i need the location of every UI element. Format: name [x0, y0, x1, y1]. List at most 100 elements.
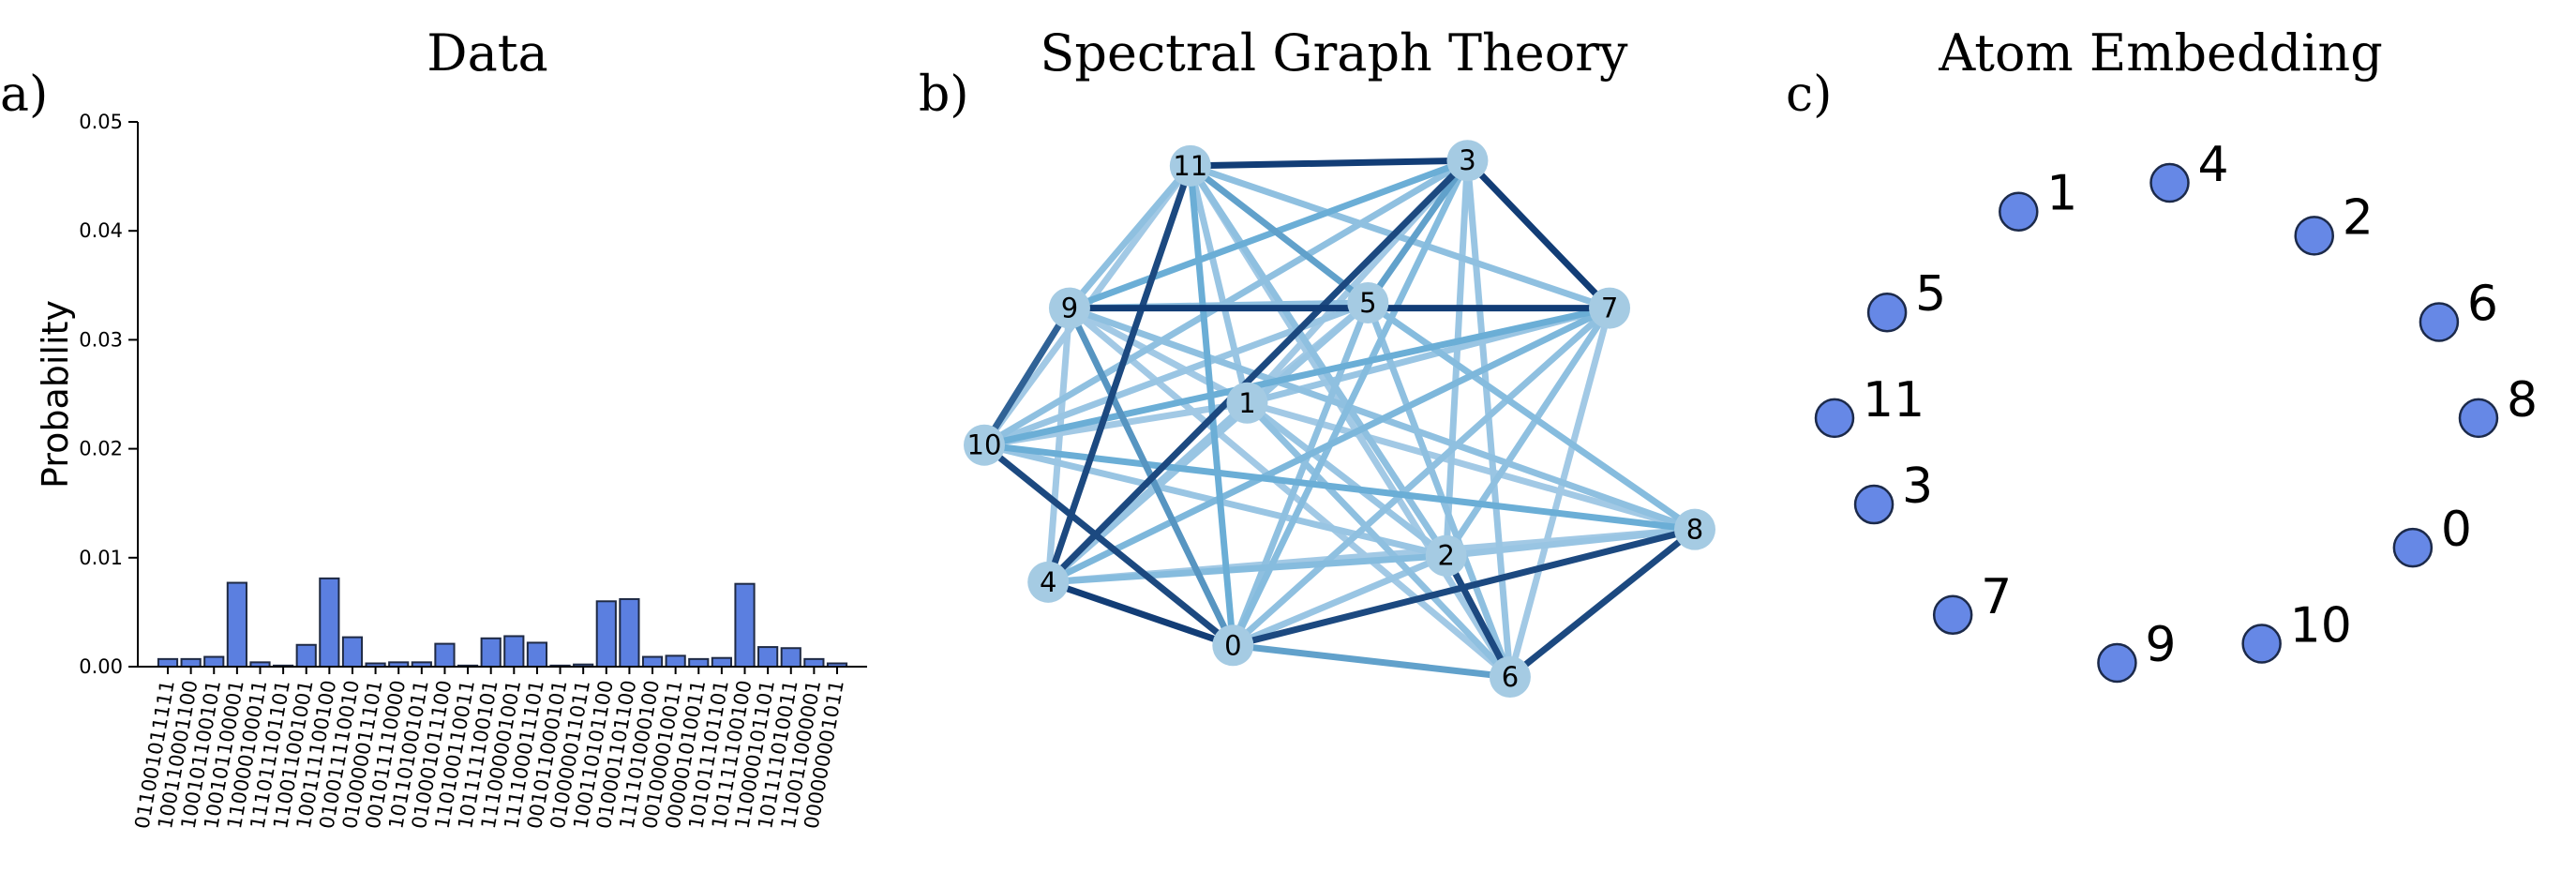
graph-edge — [1187, 162, 1251, 407]
graph-edge — [1243, 399, 1450, 560]
graph-edge — [1187, 157, 1471, 170]
graph-node: 3 — [1446, 140, 1489, 182]
graph-node: 6 — [1489, 656, 1531, 698]
bar — [734, 582, 756, 668]
atom-label: 3 — [1902, 459, 1933, 515]
atom-embedding: 0 1 2 3 4 5 6 7 8 9 10 11 — [1814, 137, 2538, 684]
graph-node-circle — [1027, 561, 1070, 603]
graph-edge — [1066, 162, 1194, 312]
atom-label: 1 — [2046, 166, 2077, 222]
atom: 6 — [2419, 276, 2498, 342]
bar — [757, 646, 779, 668]
atom-label: 5 — [1915, 266, 1946, 323]
bar — [295, 643, 317, 669]
panel-c-letter: c) — [1786, 67, 1832, 123]
bar — [665, 654, 686, 669]
graph-edge — [1463, 157, 1613, 312]
y-tick-label: 0.02 — [79, 438, 123, 460]
graph-edge — [1443, 526, 1699, 560]
atom-marker — [2241, 624, 2282, 664]
y-tick-label: 0.00 — [79, 655, 123, 678]
atom: 4 — [2149, 137, 2229, 203]
graph-edge — [981, 305, 1613, 449]
atom-marker — [1999, 191, 2039, 232]
panel-a-title: Data — [427, 23, 547, 83]
graph-node-circle — [1489, 656, 1531, 698]
y-axis-label: Probability — [35, 300, 76, 489]
bar-chart: 0.00 0.01 0.02 0.03 0.04 0.05 011001011111100… — [35, 111, 867, 831]
graph-edge — [1044, 157, 1471, 586]
graph-edge — [1506, 526, 1699, 681]
atom-marker — [2149, 162, 2190, 203]
atom-label: 8 — [2507, 372, 2538, 428]
graph-edge — [1229, 305, 1613, 649]
atom-marker — [1814, 398, 1855, 439]
graph-edge — [1187, 162, 1236, 649]
atom-label: 9 — [2145, 617, 2176, 673]
bar — [157, 657, 179, 669]
graph-node: 5 — [1347, 281, 1389, 323]
atom: 11 — [1814, 372, 1925, 439]
atom: 5 — [1866, 266, 1946, 333]
atom: 3 — [1853, 459, 1933, 525]
atom-label: 0 — [2441, 502, 2472, 558]
graph-node-circle — [1169, 144, 1211, 187]
atom-marker — [1866, 292, 1908, 333]
bar — [688, 657, 710, 669]
graph-edge — [1506, 305, 1613, 681]
graph-edge — [1364, 157, 1471, 307]
bar — [434, 642, 456, 669]
bar — [341, 636, 364, 668]
atom-marker — [1853, 484, 1895, 525]
graph-node-label: 10 — [967, 429, 1002, 461]
atom-label: 6 — [2467, 276, 2498, 332]
atom: 8 — [2458, 372, 2538, 439]
graph-edge — [1243, 399, 1514, 681]
graph-edge — [1044, 305, 1073, 586]
graph-node-label: 6 — [1502, 661, 1519, 693]
bars — [157, 577, 848, 669]
panel-b-title: Spectral Graph Theory — [1040, 23, 1628, 83]
graph-node: 7 — [1589, 287, 1631, 329]
atom-marker — [2392, 527, 2434, 568]
bar — [780, 647, 801, 668]
bar — [226, 581, 247, 668]
atom-marker — [2097, 642, 2137, 684]
atom-label: 2 — [2343, 189, 2374, 246]
graph-node-label: 11 — [1173, 150, 1207, 182]
graph-edge — [1229, 299, 1371, 649]
graph-node: 4 — [1027, 561, 1070, 603]
graph-node-label: 3 — [1459, 144, 1475, 176]
graph-node-circle — [1212, 624, 1254, 667]
graph-edge — [1044, 162, 1194, 586]
graph-nodes: 0 1 2 3 4 5 6 7 8 9 10 11 — [964, 140, 1715, 698]
graph-node-label: 9 — [1061, 293, 1078, 324]
graph-edge — [1443, 552, 1514, 681]
y-tick-label: 0.03 — [79, 328, 123, 351]
graph-node-circle — [964, 424, 1005, 466]
panel-a-letter: a) — [0, 67, 48, 123]
bar — [503, 635, 525, 668]
graph-edge — [1044, 552, 1450, 586]
graph-node: 2 — [1425, 534, 1467, 577]
graph-edge — [1044, 579, 1236, 649]
bar — [619, 597, 640, 668]
graph-edge — [1187, 162, 1450, 560]
atom: 9 — [2097, 617, 2177, 684]
atom: 1 — [1999, 166, 2077, 232]
y-tick-label: 0.04 — [79, 219, 123, 242]
graph-node-label: 2 — [1437, 540, 1454, 572]
graph-edge — [1044, 305, 1613, 586]
bar — [319, 577, 340, 668]
graph-node-circle — [1048, 287, 1090, 329]
graph-node-circle — [1425, 534, 1467, 577]
graph-node-circle — [1589, 287, 1631, 329]
graph-node-label: 7 — [1601, 293, 1618, 324]
graph-node-circle — [1674, 508, 1715, 550]
atom-label: 7 — [1981, 569, 2012, 625]
graph-edge — [981, 442, 1236, 649]
atom-marker — [2294, 216, 2334, 256]
atom-label: 4 — [2198, 137, 2229, 193]
graph-edge — [981, 442, 1699, 534]
graph-edge — [1364, 299, 1514, 681]
